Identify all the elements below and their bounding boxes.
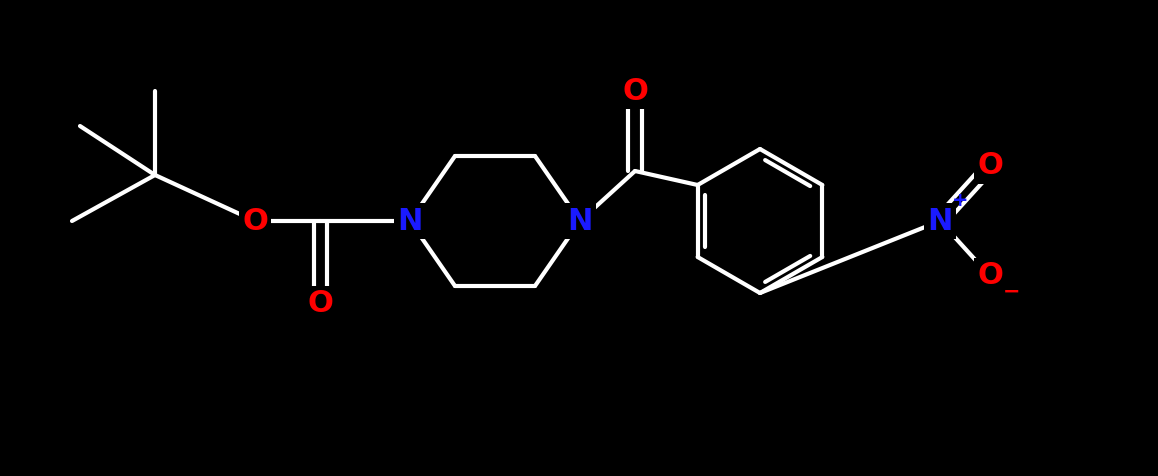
- Text: N: N: [928, 207, 953, 236]
- Text: O: O: [242, 207, 267, 236]
- Text: N: N: [397, 207, 423, 236]
- Text: O: O: [622, 77, 648, 106]
- Text: −: −: [1003, 282, 1020, 302]
- Text: O: O: [977, 261, 1003, 290]
- Text: N: N: [567, 207, 593, 236]
- Text: +: +: [952, 191, 968, 210]
- Text: O: O: [977, 151, 1003, 180]
- Text: O: O: [307, 289, 334, 318]
